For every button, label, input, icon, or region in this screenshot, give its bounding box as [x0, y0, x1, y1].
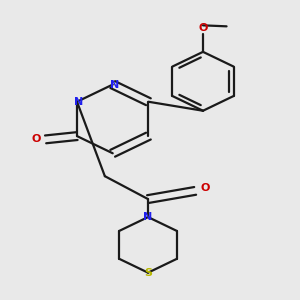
Text: O: O: [200, 183, 210, 193]
Text: N: N: [74, 97, 84, 107]
Text: O: O: [31, 134, 40, 144]
Text: N: N: [110, 80, 119, 90]
Text: O: O: [198, 23, 208, 33]
Text: N: N: [143, 212, 153, 222]
Text: S: S: [144, 268, 152, 278]
